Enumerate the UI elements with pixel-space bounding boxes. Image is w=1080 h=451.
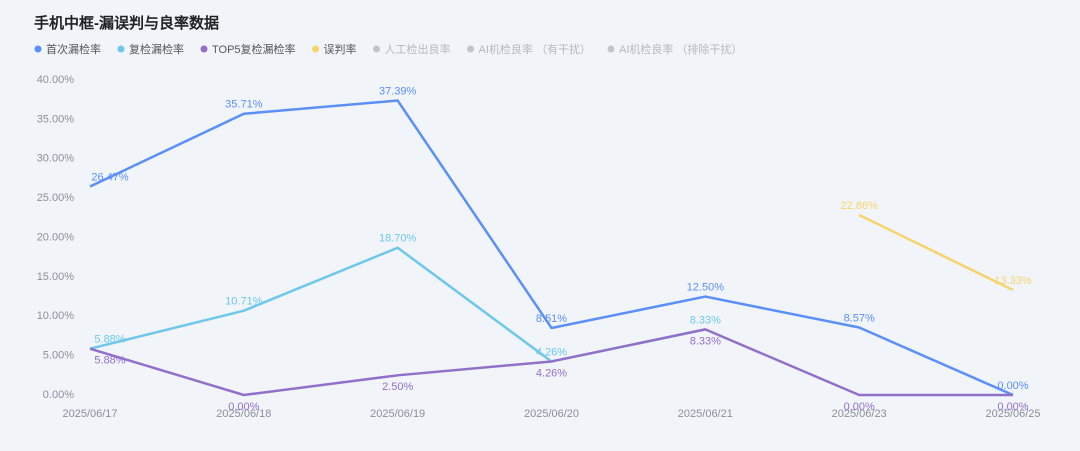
series-line [89,99,1014,397]
data-label: 8.57% [844,312,875,324]
series-line [89,328,1013,397]
legend-label[interactable]: 人工检出良率 [385,42,451,56]
legend-marker[interactable] [373,45,381,53]
x-tick-label: 2025/06/17 [62,408,117,420]
legend-label[interactable]: 首次漏检率 [46,42,101,56]
data-label: 26.47% [91,171,129,183]
data-label: 37.39% [379,85,417,97]
data-label: 0.00% [228,401,259,413]
data-label: 8.51% [536,313,567,325]
y-tick-label: 20.00% [37,231,75,243]
data-label: 18.70% [379,233,417,245]
legend-marker[interactable] [34,45,42,53]
x-tick-label: 2025/06/20 [524,408,579,420]
legend-label[interactable]: AI机检良率 （有干扰） [479,42,591,56]
data-label: 10.71% [225,296,263,308]
data-label: 4.26% [536,367,567,379]
data-label: 0.00% [844,401,875,413]
legend-marker[interactable] [200,45,208,53]
x-tick-label: 2025/06/21 [678,408,733,420]
data-label: 22.86% [841,200,879,212]
x-tick-label: 2025/06/23 [832,408,887,420]
y-tick-label: 0.00% [43,389,74,401]
y-tick-label: 15.00% [37,271,75,283]
x-tick-label: 2025/06/25 [985,408,1040,420]
y-tick-label: 30.00% [37,153,75,165]
x-tick-label: 2025/06/18 [216,408,271,420]
y-tick-label: 25.00% [37,192,75,204]
data-label: 4.26% [536,346,567,358]
y-tick-label: 40.00% [37,74,75,86]
data-label: 12.50% [687,281,725,293]
legend-marker[interactable] [117,45,125,53]
y-tick-label: 10.00% [37,310,75,322]
legend-label[interactable]: 复检漏检率 [129,42,184,56]
chart-title: 手机中框-漏误判与良率数据 [34,14,219,32]
data-label: 8.33% [690,314,721,326]
x-tick-label: 2025/06/19 [370,408,425,420]
legend-label[interactable]: AI机检良率 （排除干扰） [619,42,742,56]
data-label: 0.00% [997,401,1028,413]
data-label: 35.71% [225,99,263,111]
y-tick-label: 35.00% [37,113,75,125]
legend-marker[interactable] [312,45,320,53]
legend-label[interactable]: 误判率 [324,42,357,56]
legend-marker[interactable] [607,45,615,53]
data-label: 5.88% [94,355,125,367]
data-label: 5.88% [94,334,125,346]
series-line [858,213,1014,292]
y-tick-label: 5.00% [43,350,74,362]
legend-label[interactable]: TOP5复检漏检率 [212,42,296,56]
data-label: 13.33% [994,275,1032,287]
data-label: 0.00% [997,380,1028,392]
data-label: 8.33% [690,335,721,347]
data-label: 2.50% [382,381,413,393]
legend-marker[interactable] [467,45,475,53]
